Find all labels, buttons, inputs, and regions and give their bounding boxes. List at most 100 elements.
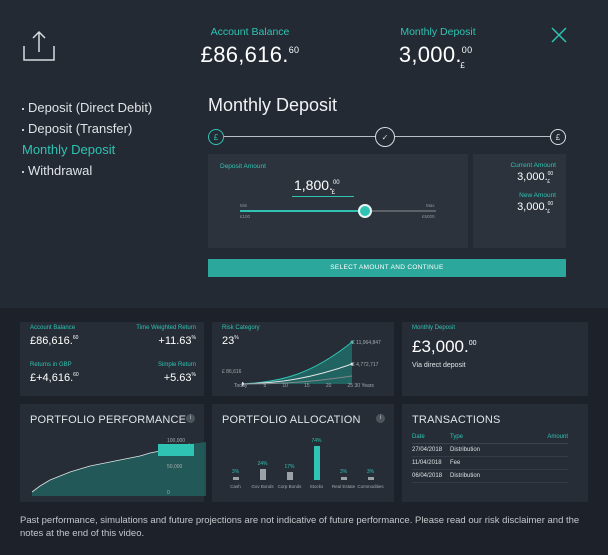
slider-handle[interactable] [358, 204, 373, 218]
amount-summary-card: Current Amount 3,000.00£ New Amount 3,00… [473, 154, 566, 248]
slider-max-value: £5000 [422, 214, 435, 219]
transactions-title: TRANSACTIONS [412, 414, 501, 426]
date-header: Date [412, 434, 425, 440]
x-tick: 15 [304, 383, 310, 389]
balance-value: £86,616.60 [200, 42, 300, 67]
step-3[interactable]: £ [550, 129, 566, 145]
menu-item-withdrawal[interactable]: Withdrawal [22, 160, 152, 181]
bullet-icon [22, 107, 24, 110]
stats-tile: Account Balance £86,616.60 Time Weighted… [20, 322, 204, 396]
monthly-deposit-tile-value: £3,000.00 [412, 337, 477, 356]
allocation-category: Gov Bonds [251, 484, 274, 489]
returns-label: Returns in GBP [30, 362, 72, 368]
tx-type: Fee [450, 460, 461, 466]
tx-type: Distribution [450, 447, 481, 453]
allocation-category: Corp Bonds [277, 484, 302, 489]
perf-y-tick: 100,000 [167, 438, 186, 444]
tx-date: 11/04/2018 [412, 460, 442, 466]
new-amount-value: 3,000.00£ [517, 201, 554, 215]
performance-chart [31, 442, 206, 496]
returns-value: £+4,616.60 [30, 372, 79, 384]
bullet-icon [22, 170, 24, 173]
x-tick: 5 [263, 383, 267, 389]
bullet-icon [22, 128, 24, 131]
performance-title: PORTFOLIO PERFORMANCE [30, 414, 187, 426]
simple-return-value: +5.63% [163, 372, 196, 384]
table-row[interactable]: 06/04/2018 Distribution [412, 471, 568, 483]
tx-date: 06/04/2018 [412, 473, 443, 479]
allocation-category: Commodities [357, 484, 384, 489]
table-row[interactable]: 27/04/2018 Distribution [412, 445, 568, 457]
portfolio-allocation-tile[interactable]: PORTFOLIO ALLOCATION i 3% Cash 24% Gov Bond… [212, 404, 394, 502]
slider-min-label: Min [240, 203, 248, 208]
risk-tile[interactable]: Risk Category 23% £ 11,964,847 £ 4,772,7… [212, 322, 394, 396]
allocation-category: Real Estate [331, 484, 356, 489]
table-row[interactable]: 11/04/2018 Fee [412, 458, 568, 470]
allocation-value: 74% [311, 438, 322, 444]
deposit-amount-label: Deposit Amount [220, 163, 266, 170]
transactions-header-row: Date Type Amount [412, 432, 568, 444]
header-deposit: Monthly Deposit 3,000.00£ [388, 26, 488, 70]
tx-type: Distribution [450, 473, 481, 479]
new-amount-label: New Amount [519, 192, 556, 199]
monthly-deposit-modal: Account Balance £86,616.60 Monthly Depos… [22, 26, 568, 277]
perf-y-tick: 50,000 [167, 464, 183, 470]
deposit-menu: Deposit (Direct Debit) Deposit (Transfer… [22, 97, 152, 181]
transactions-tile[interactable]: TRANSACTIONS Date Type Amount 27/04/2018… [402, 404, 588, 502]
allocation-bar[interactable] [313, 446, 320, 480]
amount-header: Amount [547, 434, 568, 440]
deposit-amount-card: Deposit Amount 1,800.00£ Min £100 Max £5… [208, 154, 468, 248]
account-balance-value: £86,616.60 [30, 335, 79, 347]
allocation-bar[interactable] [232, 477, 239, 480]
allocation-value: 17% [284, 464, 295, 471]
x-tick: 25 30 Years [347, 383, 374, 389]
allocation-bar[interactable] [259, 468, 266, 480]
step-2[interactable]: ✓ [375, 127, 395, 147]
type-header: Type [450, 434, 464, 440]
menu-item-transfer[interactable]: Deposit (Transfer) [22, 118, 152, 139]
allocation-bar[interactable] [286, 472, 293, 480]
step-1[interactable]: £ [208, 129, 224, 145]
allocation-value: 3% [366, 469, 375, 475]
allocation-value: 24% [257, 460, 268, 467]
menu-item-monthly-deposit[interactable]: Monthly Deposit [22, 142, 116, 157]
export-icon[interactable] [22, 28, 56, 62]
x-tick: Today [234, 383, 248, 389]
slider-min-value: £100 [240, 214, 251, 219]
header-balance: Account Balance £86,616.60 [190, 26, 310, 68]
portfolio-performance-tile[interactable]: PORTFOLIO PERFORMANCE i 100,000 50,000 0 [20, 404, 206, 502]
risk-projection-chart [242, 340, 354, 386]
allocation-chart: 3% Cash 24% Gov Bonds 17% Corp Bonds 74% Stocks… [222, 436, 384, 496]
select-amount-button[interactable]: SELECT AMOUNT AND CONTINUE [208, 259, 566, 277]
allocation-title: PORTFOLIO ALLOCATION [222, 414, 361, 426]
twr-label: Time Weighted Return [136, 325, 196, 331]
amount-underline [292, 196, 354, 197]
allocation-category: Cash [230, 484, 241, 489]
allocation-category: Stocks [309, 484, 324, 489]
balance-label: Account Balance [210, 26, 290, 38]
tx-date: 27/04/2018 [412, 447, 443, 453]
current-amount-label: Current Amount [510, 162, 556, 169]
deposit-value: 3,000.00£ [398, 42, 473, 70]
risk-disclaimer: Past performance, simulations and future… [20, 515, 580, 539]
account-balance-label: Account Balance [30, 325, 76, 331]
x-tick: 10 [282, 383, 288, 389]
slider-fill [240, 210, 366, 212]
risk-start-label: £ 86,616 [222, 369, 242, 375]
menu-item-direct-debit[interactable]: Deposit (Direct Debit) [22, 97, 152, 118]
allocation-bar[interactable] [340, 477, 347, 480]
monthly-deposit-tile[interactable]: Monthly Deposit £3,000.00 Via direct dep… [402, 322, 588, 396]
simple-return-label: Simple Return [157, 362, 196, 368]
risk-high-label: £ 11,964,847 [352, 340, 381, 346]
info-icon[interactable]: i [186, 414, 195, 423]
allocation-value: 3% [231, 469, 240, 475]
allocation-bar[interactable] [367, 477, 374, 480]
current-amount-value: 3,000.00£ [517, 171, 554, 185]
info-icon[interactable]: i [376, 414, 385, 423]
slider-max-label: Max [426, 203, 435, 208]
deposit-amount-value[interactable]: 1,800.00£ [294, 177, 340, 196]
risk-label: Risk Category [222, 325, 260, 331]
deposit-label: Monthly Deposit [400, 26, 476, 38]
close-icon[interactable] [550, 26, 568, 44]
risk-mid-label: £ 4,772,717 [352, 362, 379, 368]
